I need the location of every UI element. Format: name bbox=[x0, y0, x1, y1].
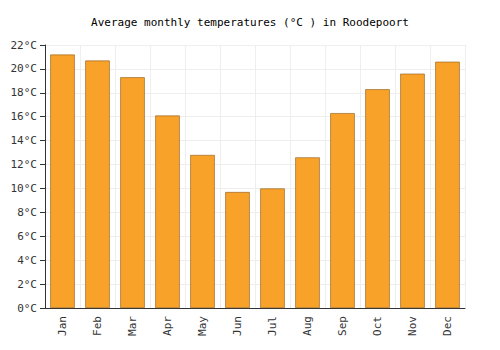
svg-text:20°C: 20°C bbox=[11, 62, 38, 75]
svg-text:Apr: Apr bbox=[161, 316, 174, 336]
svg-text:22°C: 22°C bbox=[11, 39, 38, 52]
svg-text:Jul: Jul bbox=[266, 316, 279, 336]
svg-text:0°C: 0°C bbox=[17, 302, 37, 315]
svg-text:18°C: 18°C bbox=[11, 86, 38, 99]
svg-text:10°C: 10°C bbox=[11, 182, 38, 195]
svg-text:2°C: 2°C bbox=[17, 278, 37, 291]
svg-text:Oct: Oct bbox=[371, 316, 384, 336]
svg-text:8°C: 8°C bbox=[17, 206, 37, 219]
svg-text:Nov: Nov bbox=[406, 316, 419, 336]
svg-text:Aug: Aug bbox=[301, 316, 314, 336]
svg-text:Jun: Jun bbox=[231, 316, 244, 336]
svg-text:Feb: Feb bbox=[91, 316, 104, 336]
svg-text:Average monthly temperatures (: Average monthly temperatures (°C ) in Ro… bbox=[91, 16, 409, 29]
svg-text:12°C: 12°C bbox=[11, 158, 38, 171]
svg-text:14°C: 14°C bbox=[11, 134, 38, 147]
svg-text:Sep: Sep bbox=[336, 316, 349, 336]
svg-text:6°C: 6°C bbox=[17, 230, 37, 243]
svg-text:Dec: Dec bbox=[441, 316, 454, 336]
svg-text:16°C: 16°C bbox=[11, 110, 38, 123]
svg-text:Mar: Mar bbox=[126, 316, 139, 336]
svg-text:4°C: 4°C bbox=[17, 254, 37, 267]
svg-text:Jan: Jan bbox=[56, 316, 69, 336]
svg-text:May: May bbox=[196, 316, 209, 336]
